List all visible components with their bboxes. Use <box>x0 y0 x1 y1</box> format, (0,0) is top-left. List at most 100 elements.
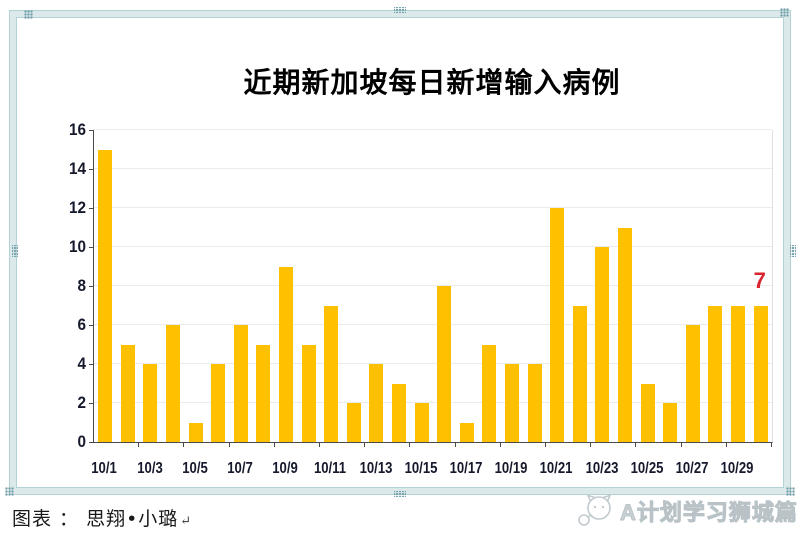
gridline <box>94 246 772 247</box>
bar-category <box>252 130 275 442</box>
gridline <box>94 402 772 403</box>
y-axis-label: 14 <box>68 159 86 178</box>
y-axis-tick <box>89 364 93 365</box>
y-axis-tick <box>89 442 93 443</box>
x-axis-label: 10/5 <box>181 460 208 477</box>
x-axis-tick <box>499 443 501 447</box>
bar-category <box>343 130 366 442</box>
bar-category <box>275 130 298 442</box>
y-axis-label: 4 <box>77 354 86 373</box>
bar-10/2 <box>120 344 135 442</box>
bar-10/16 <box>437 286 452 442</box>
bar-10/8 <box>256 344 271 442</box>
bar-10/14 <box>392 383 407 442</box>
bar-category <box>117 130 140 442</box>
x-axis-tick <box>725 443 727 447</box>
bar-10/18 <box>482 344 497 442</box>
bar-10/22 <box>572 305 587 442</box>
y-axis-label: 10 <box>68 237 86 256</box>
paragraph-return-mark: ↵ <box>180 514 193 529</box>
x-axis-label: 10/17 <box>449 460 483 477</box>
x-axis-label: 10/23 <box>585 460 618 477</box>
bar-category <box>94 130 117 442</box>
bar-category <box>478 130 501 442</box>
y-axis-label: 16 <box>68 120 86 139</box>
bar-category <box>523 130 546 442</box>
y-axis-tick <box>89 247 93 248</box>
data-label-annotation: 7 <box>753 268 766 293</box>
gridline <box>94 129 772 130</box>
x-axis-label: 10/3 <box>136 460 163 477</box>
bar-category <box>749 130 772 442</box>
resize-handle-bottom-middle[interactable] <box>394 491 406 497</box>
bar-10/27 <box>685 325 700 442</box>
caption-text: 图表 ： 思翔•小璐 <box>12 508 179 530</box>
y-axis-tick <box>89 208 93 209</box>
gridline <box>94 324 772 325</box>
y-axis-tick <box>89 286 93 287</box>
bar-10/9 <box>279 266 294 442</box>
bar-category <box>727 130 750 442</box>
chart-object-frame[interactable]: 近期新加坡每日新增输入病例 0 2 4 6 8 10 12 14 16 10/1 10/3 10/5… <box>10 11 790 494</box>
bar-10/12 <box>346 403 361 442</box>
x-axis-tick <box>138 443 140 447</box>
x-axis-tick <box>183 443 185 447</box>
gridline <box>94 363 772 364</box>
resize-handle-bottom-right[interactable] <box>786 487 795 496</box>
bar-10/17 <box>459 422 474 442</box>
bar-10/24 <box>617 227 632 442</box>
y-axis-tick <box>89 325 93 326</box>
bar-category <box>410 130 433 442</box>
x-axis-tick <box>228 443 230 447</box>
y-axis-label: 12 <box>68 198 86 217</box>
resize-handle-top-middle[interactable] <box>394 7 406 13</box>
bar-10/13 <box>369 364 384 442</box>
resize-handle-middle-left[interactable] <box>12 245 18 257</box>
x-axis-tick <box>409 443 411 447</box>
bar-category <box>636 130 659 442</box>
y-axis-label: 8 <box>77 276 86 295</box>
bar-category <box>184 130 207 442</box>
bar-10/30 <box>753 305 768 442</box>
x-axis-tick <box>364 443 366 447</box>
bar-10/1 <box>98 149 113 442</box>
watermark: A计划学习狮城篇 <box>576 489 798 533</box>
caption: 图表 ： 思翔•小璐 ↵ <box>12 504 192 531</box>
bar-category <box>297 130 320 442</box>
bar-10/28 <box>708 305 723 442</box>
x-axis-label: 10/7 <box>227 460 253 477</box>
resize-handle-middle-right[interactable] <box>790 245 796 257</box>
bar-10/6 <box>211 364 226 442</box>
x-axis-label: 10/29 <box>720 460 754 477</box>
x-axis-tick <box>454 443 456 447</box>
resize-handle-top-right[interactable] <box>780 8 789 17</box>
bar-10/11 <box>324 305 339 442</box>
gridline <box>94 168 772 169</box>
bar-10/25 <box>640 383 655 442</box>
bar-category <box>546 130 569 442</box>
bar-category <box>614 130 637 442</box>
bar-category <box>591 130 614 442</box>
resize-handle-top-left[interactable] <box>24 10 33 19</box>
x-axis-label: 10/21 <box>539 460 573 477</box>
bar-category <box>568 130 591 442</box>
x-axis-label: 10/11 <box>314 460 347 477</box>
x-axis-tick <box>771 443 772 447</box>
bar-category <box>207 130 230 442</box>
bar-category <box>162 130 185 442</box>
gridline <box>94 207 772 208</box>
bar-10/15 <box>414 403 429 442</box>
x-axis-label: 10/15 <box>404 460 438 477</box>
bar-10/21 <box>550 208 565 442</box>
bar-10/5 <box>188 422 203 442</box>
bar-10/3 <box>143 364 158 442</box>
bar-10/29 <box>730 305 745 442</box>
chart-title: 近期新加坡每日新增输入病例 <box>243 67 621 98</box>
x-axis-label: 10/1 <box>91 460 118 477</box>
x-axis-label: 10/19 <box>494 460 528 477</box>
cat-logo-icon <box>578 494 612 526</box>
resize-handle-bottom-left[interactable] <box>5 487 14 496</box>
bar-10/10 <box>301 344 316 442</box>
y-axis-label: 6 <box>77 315 86 334</box>
